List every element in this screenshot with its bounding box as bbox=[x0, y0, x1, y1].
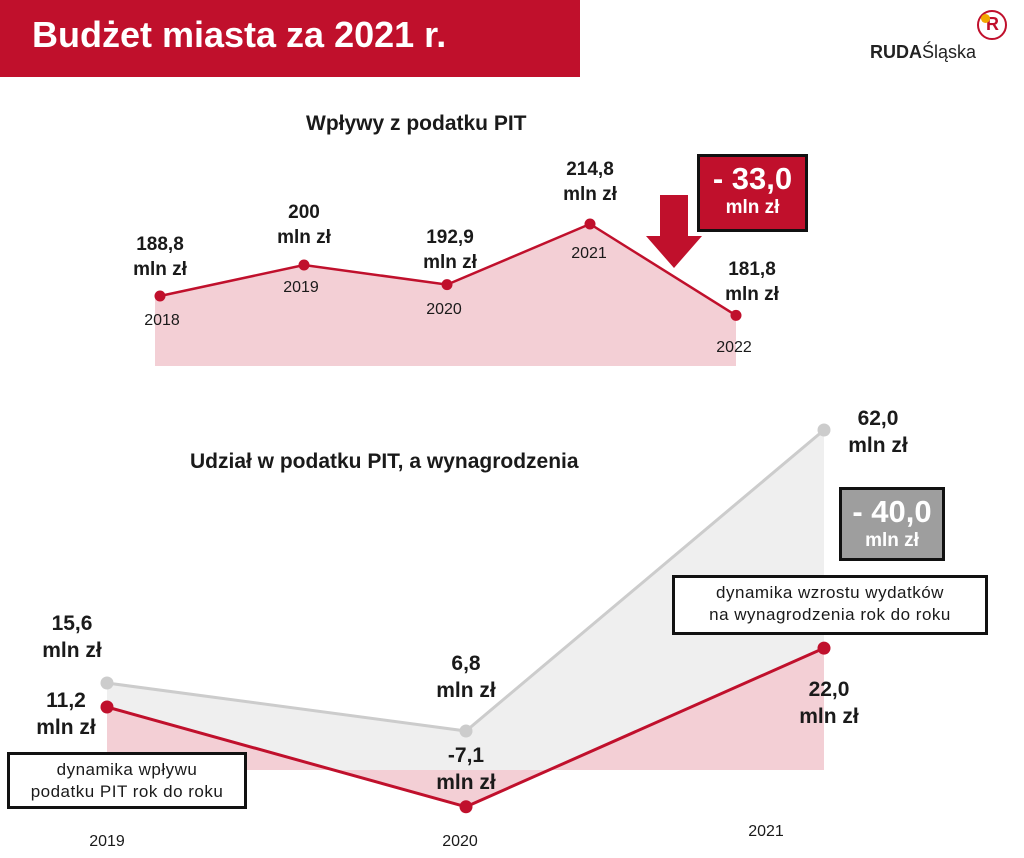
logo-dot-icon bbox=[981, 14, 990, 23]
chart1-title: Wpływy z podatku PIT bbox=[306, 112, 527, 135]
salary-unit-label: mln zł bbox=[436, 679, 496, 702]
pit-share-unit-label: mln zł bbox=[799, 705, 859, 728]
pit-revenue-year-label: 2020 bbox=[426, 301, 462, 318]
salary-value-label: 62,0 bbox=[858, 407, 899, 430]
logo-text-light: Śląska bbox=[922, 42, 977, 62]
pit-revenue-value-label: 181,8 bbox=[728, 259, 776, 280]
header-bar: Budżet miasta za 2021 r. bbox=[0, 0, 580, 77]
pit-revenue-point bbox=[154, 290, 166, 302]
pit-share-value-label: 11,2 bbox=[46, 689, 86, 712]
pit-revenue-point bbox=[298, 259, 310, 271]
pit-drop-value: - 33,0 bbox=[712, 161, 793, 196]
gap-badge: - 40,0 mln zł bbox=[839, 487, 945, 561]
down-arrow-icon bbox=[646, 195, 702, 268]
salary-value-label: 6,8 bbox=[451, 652, 481, 675]
pit-share-area bbox=[107, 648, 824, 807]
pit-revenue-point bbox=[584, 218, 596, 230]
pit-share-point bbox=[817, 641, 831, 655]
pit-share-value-label: -7,1 bbox=[448, 744, 485, 767]
pit-revenue-value-label: 214,8 bbox=[566, 159, 614, 180]
pit-revenue-unit-label: mln zł bbox=[725, 284, 780, 305]
salary-legend-line2: na wynagrodzenia rok do roku bbox=[709, 605, 951, 624]
logo-text-bold: RUDA bbox=[870, 42, 922, 62]
pit-share-point bbox=[459, 800, 473, 814]
pit-revenue-value-label: 192,9 bbox=[426, 227, 474, 248]
pit-revenue-unit-label: mln zł bbox=[423, 252, 478, 273]
pit-revenue-unit-label: mln zł bbox=[133, 259, 188, 280]
pit-share-year-label: 2019 bbox=[89, 833, 125, 850]
pit-revenue-point bbox=[730, 309, 742, 321]
pit-drop-badge: - 33,0 mln zł bbox=[697, 154, 808, 232]
pit-revenue-year-label: 2021 bbox=[571, 245, 607, 262]
pit-share-year-label: 2020 bbox=[442, 833, 478, 850]
pit-revenue-unit-label: mln zł bbox=[563, 184, 618, 205]
pit-revenue-year-label: 2019 bbox=[283, 279, 319, 296]
pit-revenue-year-label: 2022 bbox=[716, 339, 752, 356]
pit-legend-line2: podatku PIT rok do roku bbox=[30, 782, 224, 801]
chart2-title: Udział w podatku PIT, a wynagrodzenia bbox=[190, 450, 579, 473]
logo-text: RUDAŚląska bbox=[870, 42, 976, 63]
pit-share-year-label: 2021 bbox=[748, 823, 784, 840]
pit-revenue-unit-label: mln zł bbox=[277, 227, 332, 248]
salary-unit-label: mln zł bbox=[848, 434, 908, 457]
city-logo: RUDAŚląska bbox=[870, 8, 1020, 68]
pit-revenue-year-label: 2018 bbox=[144, 312, 180, 329]
pit-share-point bbox=[100, 700, 114, 714]
salary-value-label: 15,6 bbox=[52, 612, 93, 635]
pit-share-unit-label: mln zł bbox=[436, 771, 496, 794]
salary-area bbox=[107, 430, 824, 770]
salary-point bbox=[817, 423, 831, 437]
salary-legend-box: dynamika wzrostu wydatków na wynagrodzen… bbox=[672, 575, 988, 635]
pit-revenue-value-label: 188,8 bbox=[136, 234, 184, 255]
salary-legend-line1: dynamika wzrostu wydatków bbox=[716, 583, 944, 602]
page-title: Budżet miasta za 2021 r. bbox=[32, 14, 447, 55]
pit-share-unit-label: mln zł bbox=[36, 716, 96, 739]
pit-legend-line1: dynamika wpływu bbox=[56, 760, 198, 779]
gap-value: - 40,0 bbox=[852, 494, 932, 529]
pit-revenue-point bbox=[441, 279, 453, 291]
pit-legend-box: dynamika wpływu podatku PIT rok do roku bbox=[7, 752, 247, 809]
gap-unit: mln zł bbox=[865, 530, 919, 551]
pit-share-value-label: 22,0 bbox=[809, 678, 850, 701]
salary-point bbox=[100, 676, 114, 690]
pit-drop-unit: mln zł bbox=[725, 197, 780, 218]
pit-revenue-value-label: 200 bbox=[288, 202, 320, 223]
salary-point bbox=[459, 724, 473, 738]
pit-revenue-area bbox=[155, 224, 736, 366]
salary-unit-label: mln zł bbox=[42, 639, 102, 662]
